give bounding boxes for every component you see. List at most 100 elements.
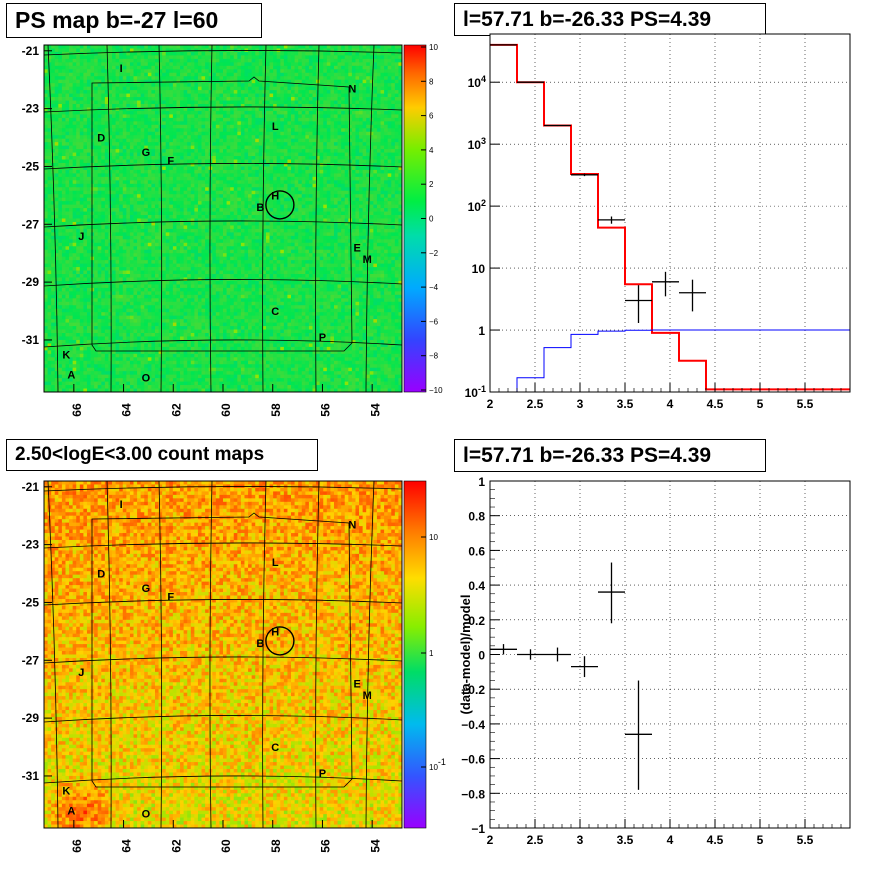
heatmap-cell — [223, 107, 227, 112]
heatmap-cell — [187, 152, 192, 157]
heatmap-cell — [283, 90, 288, 94]
heatmap-cell — [79, 190, 84, 195]
heatmap-cell — [265, 51, 270, 56]
heatmap-cell — [140, 110, 145, 115]
heatmap-cell — [376, 183, 381, 188]
heatmap-cell — [330, 69, 335, 74]
heatmap-cell — [337, 169, 342, 174]
heatmap-cell — [283, 79, 288, 84]
heatmap-cell — [108, 138, 113, 143]
heatmap-cell — [83, 107, 88, 112]
heatmap-cell — [369, 83, 374, 88]
heatmap-cell — [248, 201, 253, 206]
heatmap-cell — [133, 76, 138, 81]
heatmap-cell — [391, 124, 396, 129]
heatmap-cell — [172, 176, 177, 181]
heatmap-cell — [151, 173, 156, 178]
heatmap-cell — [376, 93, 381, 98]
heatmap-cell — [169, 180, 174, 185]
heatmap-cell — [373, 128, 378, 133]
heatmap-cell — [276, 159, 281, 164]
heatmap-cell — [51, 58, 56, 63]
heatmap-cell — [244, 131, 249, 136]
heatmap-cell — [240, 45, 245, 49]
heatmap-cell — [344, 131, 349, 136]
heatmap-cell — [94, 173, 99, 178]
heatmap-cell — [226, 62, 231, 67]
heatmap-cell — [108, 180, 113, 185]
heatmap-cell — [244, 114, 249, 119]
heatmap-cell — [90, 76, 95, 81]
heatmap-cell — [384, 180, 389, 185]
heatmap-cell — [398, 86, 403, 91]
heatmap-cell — [230, 201, 235, 206]
heatmap-cell — [258, 145, 263, 150]
heatmap-cell — [391, 138, 396, 143]
heatmap-cell — [298, 131, 303, 136]
heatmap-cell — [154, 180, 159, 185]
heatmap-cell — [169, 90, 174, 94]
heatmap-cell — [183, 173, 188, 178]
heatmap-cell — [233, 72, 238, 77]
heatmap-cell — [384, 211, 389, 216]
heatmap-cell — [376, 201, 381, 206]
heatmap-cell — [366, 183, 371, 188]
heatmap-cell — [283, 204, 288, 209]
heatmap-cell — [101, 83, 106, 88]
heatmap-cell — [108, 69, 113, 74]
heatmap-cell — [280, 76, 285, 81]
heatmap-cell — [362, 72, 367, 77]
heatmap-cell — [391, 110, 396, 115]
heatmap-cell — [230, 204, 235, 209]
heatmap-cell — [197, 100, 202, 105]
heatmap-cell — [265, 58, 270, 63]
heatmap-cell — [115, 180, 120, 185]
heatmap-cell — [76, 62, 81, 67]
heatmap-cell — [126, 128, 131, 133]
heatmap-cell — [294, 156, 299, 160]
heatmap-cell — [280, 90, 285, 94]
heatmap-cell — [384, 103, 389, 108]
heatmap-cell — [104, 169, 109, 174]
heatmap-cell — [208, 183, 213, 188]
heatmap-cell — [341, 166, 346, 171]
heatmap-cell — [133, 128, 138, 133]
heatmap-cell — [97, 145, 102, 150]
heatmap-cell — [122, 55, 127, 60]
heatmap-cell — [251, 211, 256, 216]
heatmap-cell — [212, 215, 217, 219]
heatmap-cell — [255, 201, 260, 206]
heatmap-cell — [330, 58, 335, 63]
heatmap-cell — [104, 142, 109, 147]
heatmap-cell — [230, 69, 235, 74]
heatmap-cell — [119, 131, 124, 136]
heatmap-cell — [255, 114, 260, 119]
heatmap-cell — [280, 121, 285, 126]
heatmap-cell — [380, 110, 385, 115]
heatmap-cell — [258, 197, 263, 202]
heatmap-cell — [194, 83, 199, 88]
heatmap-cell — [391, 166, 396, 171]
heatmap-cell — [54, 90, 59, 94]
heatmap-cell — [158, 187, 163, 192]
heatmap-cell — [212, 76, 217, 81]
heatmap-cell — [262, 211, 267, 216]
heatmap-cell — [308, 215, 313, 219]
heatmap-cell — [248, 124, 253, 129]
heatmap-cell — [140, 215, 145, 219]
heatmap-cell — [212, 128, 217, 133]
heatmap-cell — [51, 135, 56, 140]
heatmap-cell — [83, 166, 88, 171]
heatmap-cell — [54, 176, 59, 181]
heatmap-cell — [76, 114, 81, 119]
heatmap-cell — [283, 187, 288, 192]
heatmap-cell — [344, 159, 349, 164]
heatmap-cell — [280, 83, 285, 88]
heatmap-cell — [86, 97, 91, 101]
heatmap-cell — [223, 162, 227, 167]
heatmap-cell — [301, 204, 306, 209]
heatmap-cell — [269, 93, 274, 98]
heatmap-cell — [223, 176, 227, 181]
heatmap-cell — [201, 156, 206, 160]
heatmap-cell — [83, 152, 88, 157]
